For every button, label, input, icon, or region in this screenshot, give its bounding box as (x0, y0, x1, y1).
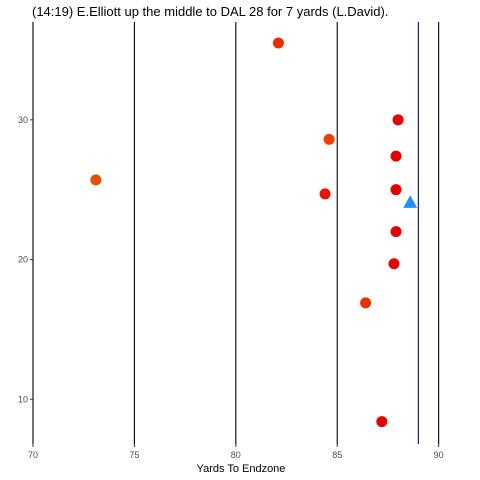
y-axis: 10 20 30 (18, 115, 33, 404)
player-point-3 (390, 150, 402, 162)
player-points (90, 37, 418, 428)
player-point-1 (392, 114, 404, 126)
player-point-2 (323, 133, 335, 145)
ball-carrier-marker (403, 195, 418, 208)
x-tick-label-80: 80 (231, 450, 241, 460)
player-point-10 (376, 416, 388, 428)
x-tick-label-85: 85 (332, 450, 342, 460)
y-tick-label-30: 30 (18, 115, 28, 125)
x-tick-label-75: 75 (129, 450, 139, 460)
player-point-6 (390, 184, 402, 196)
player-point-8 (388, 258, 400, 270)
player-point-9 (360, 297, 372, 309)
yard-lines (32, 22, 440, 444)
x-axis-label: Yards To Endzone (197, 463, 286, 475)
x-tick-label-90: 90 (434, 450, 444, 460)
player-point-7 (390, 226, 402, 238)
y-tick-label-20: 20 (18, 255, 28, 265)
x-axis: 70 75 80 85 90 (28, 444, 444, 460)
x-tick-label-70: 70 (28, 450, 38, 460)
player-point-5 (319, 188, 331, 200)
y-tick-label-10: 10 (18, 394, 28, 404)
chart-title: (14:19) E.Elliott up the middle to DAL 2… (32, 4, 388, 19)
player-point-4 (90, 174, 102, 186)
player-point-0 (272, 37, 284, 49)
